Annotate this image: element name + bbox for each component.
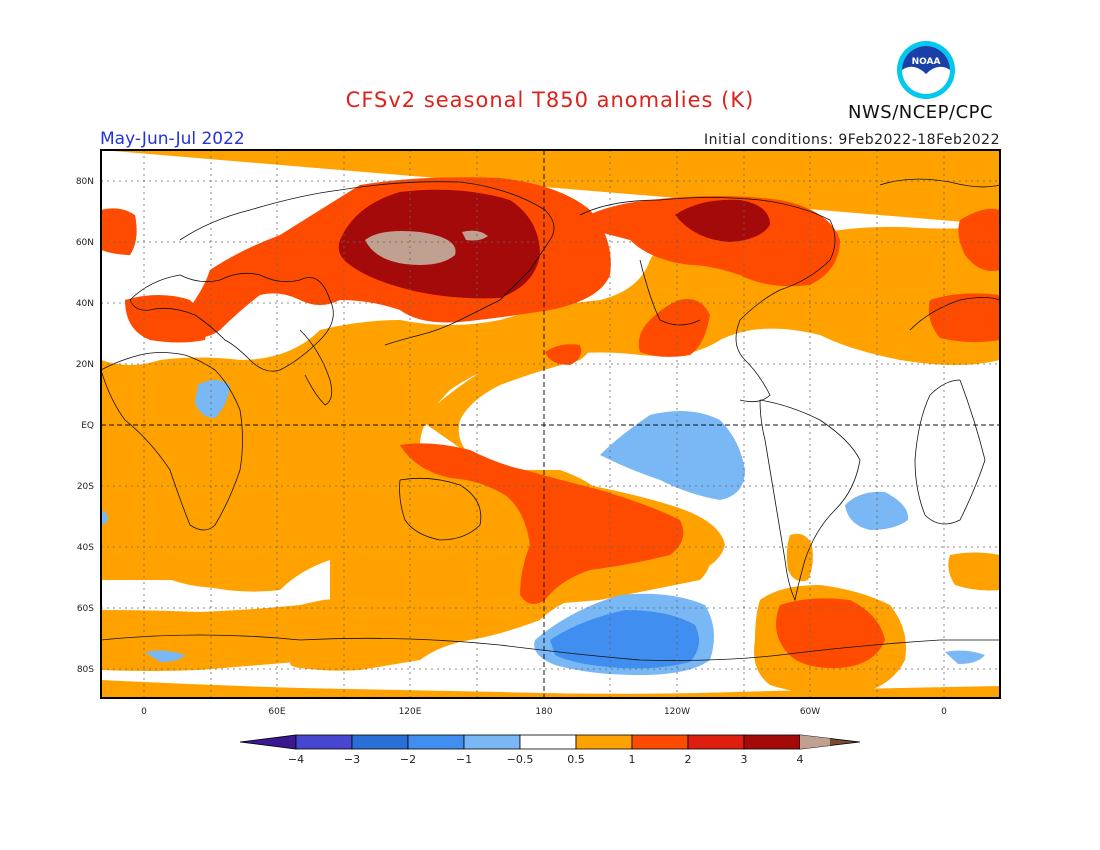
colorbar-segment bbox=[575, 734, 633, 750]
anom-1k-europe-west bbox=[101, 208, 137, 255]
agency-label: NWS/NCEP/CPC bbox=[848, 102, 994, 123]
lat-label: 80S bbox=[77, 665, 94, 675]
warm-antarctic-strip bbox=[101, 680, 1000, 698]
lon-label: 120W bbox=[664, 707, 690, 717]
colorbar-tick-label: 3 bbox=[741, 753, 748, 766]
colorbar-segment bbox=[519, 734, 577, 750]
cool-patch-antarctic-core bbox=[550, 610, 699, 669]
colorbar-tick-label: −1 bbox=[456, 753, 472, 766]
colorbar-segment bbox=[407, 734, 465, 750]
warm-patch-south-america bbox=[786, 533, 813, 582]
noaa-logo: NOAA bbox=[897, 41, 955, 99]
anom-1k-south-atlantic bbox=[776, 598, 885, 669]
cool-patch-africa bbox=[195, 380, 230, 418]
lat-label: EQ bbox=[81, 421, 94, 431]
anom-1k-na-south bbox=[638, 299, 710, 357]
coastlines bbox=[101, 178, 1000, 661]
lat-label: 20S bbox=[77, 482, 94, 492]
lon-label: 60E bbox=[268, 707, 285, 717]
colorbar-segment bbox=[631, 734, 689, 750]
colorbar-tick-label: −4 bbox=[288, 753, 304, 766]
chart-title: CFSv2 seasonal T850 anomalies (K) bbox=[345, 88, 755, 112]
anom-3k-siberia-2 bbox=[462, 230, 488, 241]
lat-label: 60N bbox=[76, 238, 94, 248]
lat-label: 80N bbox=[76, 177, 94, 187]
lon-label: 60W bbox=[800, 707, 820, 717]
colorbar-segment bbox=[687, 734, 745, 750]
lat-label: 40S bbox=[77, 543, 94, 553]
warm-tongue-pacific bbox=[420, 338, 590, 455]
cool-patch-southwest-indian bbox=[145, 650, 185, 662]
lat-label: 60S bbox=[77, 604, 94, 614]
lon-label: 120E bbox=[399, 707, 422, 717]
anom-1k-europe bbox=[125, 295, 206, 343]
colorbar bbox=[239, 734, 861, 750]
colorbar-segment bbox=[743, 734, 801, 750]
anom-1k-pacific-east bbox=[545, 344, 582, 365]
lat-label: 40N bbox=[76, 299, 94, 309]
colorbar-tick-label: 2 bbox=[685, 753, 692, 766]
colorbar-segment bbox=[351, 734, 409, 750]
anom-1k-europe-east-2 bbox=[928, 293, 1000, 343]
colorbar-arrow-low bbox=[239, 734, 297, 750]
lon-label: 180 bbox=[535, 707, 552, 717]
anom-2k-canada bbox=[675, 199, 770, 242]
map-frame bbox=[100, 149, 1001, 699]
cool-patch-pacific bbox=[600, 411, 745, 500]
anom-1k-northamerica bbox=[570, 196, 840, 287]
forecast-period: May-Jun-Jul 2022 bbox=[100, 129, 245, 149]
lon-label: 0 bbox=[941, 707, 947, 717]
colorbar-segment bbox=[295, 734, 353, 750]
warm-patch-southwest bbox=[145, 555, 260, 589]
colorbar-labels: −4 −3 −2 −1 −0.5 0.5 1 2 3 4 bbox=[288, 753, 804, 766]
map-gridlines bbox=[101, 150, 1000, 698]
lat-labels: 80N 60N 40N 20N EQ 20S 40S 60S 80S bbox=[76, 177, 94, 675]
colorbar-tick-label: −2 bbox=[400, 753, 416, 766]
colorbar-tick-label: −0.5 bbox=[507, 753, 534, 766]
anom-1k-tropics-west bbox=[400, 443, 684, 604]
map-field bbox=[101, 150, 1000, 698]
anom-1k-europe-east bbox=[958, 208, 1000, 271]
colorbar-tick-label: 4 bbox=[797, 753, 804, 766]
lon-labels: 0 60E 120E 180 120W 60W 0 bbox=[141, 707, 947, 717]
cool-patch-southeast bbox=[945, 650, 985, 664]
cool-patch-south-atlantic bbox=[845, 491, 909, 530]
colorbar-tick-label: −3 bbox=[344, 753, 360, 766]
cool-patch-west-edge bbox=[101, 510, 108, 525]
colorbar-tick-label: 0.5 bbox=[567, 753, 585, 766]
logo-text: NOAA bbox=[912, 57, 941, 67]
colorbar-segment bbox=[463, 734, 521, 750]
colorbar-tick-label: 1 bbox=[629, 753, 636, 766]
lon-label: 0 bbox=[141, 707, 147, 717]
warm-patch-se-atlantic bbox=[948, 552, 1000, 591]
initial-conditions: Initial conditions: 9Feb2022-18Feb2022 bbox=[704, 132, 1000, 148]
lat-label: 20N bbox=[76, 360, 94, 370]
